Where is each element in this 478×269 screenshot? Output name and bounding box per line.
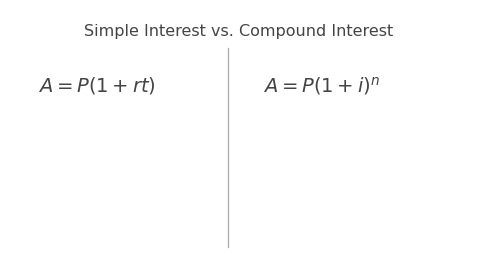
Text: $A = P(1 + i)^{n}$: $A = P(1 + i)^{n}$ <box>263 75 380 97</box>
Text: Simple Interest vs. Compound Interest: Simple Interest vs. Compound Interest <box>85 24 393 39</box>
Text: $A = P(1 + rt)$: $A = P(1 + rt)$ <box>38 75 156 96</box>
